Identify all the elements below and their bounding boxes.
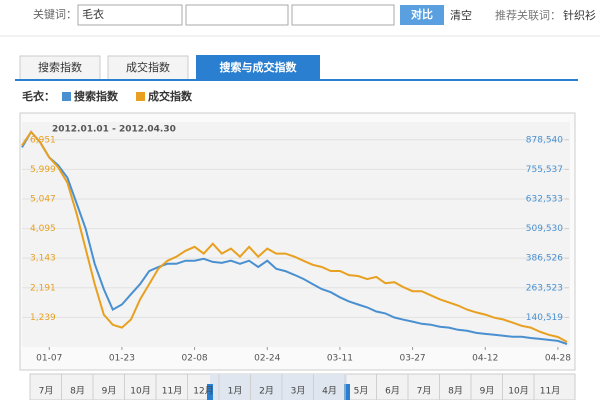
keyword-label: 关键词： xyxy=(33,7,77,21)
x-tick-label: 04-12 xyxy=(472,354,498,364)
timeline-handle[interactable] xyxy=(207,384,213,400)
x-tick-label: 03-11 xyxy=(327,354,353,364)
chart-subtitle: 2012.01.01 - 2012.04.30 xyxy=(52,125,176,135)
timeline-month: 9月 xyxy=(480,386,495,397)
timeline-month: 3月 xyxy=(291,386,306,397)
y-tick-label: 2,191 xyxy=(30,283,56,293)
y-tick-label: 6,951 xyxy=(30,135,56,145)
tab-active[interactable] xyxy=(196,55,320,80)
tab-text: 搜索与成交指数 xyxy=(220,60,298,74)
series-line xyxy=(21,130,568,345)
y2-tick-label: 263,523 xyxy=(526,283,563,293)
timeline-month: 11月 xyxy=(540,386,560,397)
keyword-text: 毛衣 xyxy=(82,7,104,21)
legend-title: 毛衣： xyxy=(22,89,55,103)
legend-label: 搜索指数 xyxy=(74,89,119,103)
y-tick-label: 5,999 xyxy=(30,165,56,175)
y2-tick-label: 386,526 xyxy=(526,254,563,264)
timeline-month: 5月 xyxy=(354,386,369,397)
timeline-month: 7月 xyxy=(417,386,432,397)
timeline-month: 2月 xyxy=(259,386,274,397)
timeline-month: 1月 xyxy=(228,386,243,397)
x-tick-label: 02-08 xyxy=(182,354,208,364)
y-tick-label: 1,239 xyxy=(30,313,56,323)
tab-text: 搜索指数 xyxy=(38,60,82,74)
keyword-input[interactable] xyxy=(77,4,183,26)
tab-text: 成交指数 xyxy=(126,60,170,74)
clear-link[interactable]: 清空 xyxy=(450,8,472,22)
timeline-month: 10月 xyxy=(508,386,528,397)
related-label: 推荐关联词： xyxy=(495,8,561,22)
timeline-month: 10月 xyxy=(130,386,150,397)
y-tick-label: 4,095 xyxy=(30,224,56,234)
x-tick-label: 01-07 xyxy=(36,354,62,364)
legend-swatch xyxy=(62,92,71,101)
y2-tick-label: 755,537 xyxy=(526,165,563,175)
timeline-month: 4月 xyxy=(322,386,337,397)
x-tick-label: 04-28 xyxy=(545,354,571,364)
keyword-input-2[interactable] xyxy=(185,4,289,26)
y-tick-label: 5,047 xyxy=(30,194,56,204)
tab[interactable] xyxy=(107,55,189,81)
timeline-month: 12月 xyxy=(193,386,213,397)
legend-label: 成交指数 xyxy=(148,89,193,103)
compare-button[interactable] xyxy=(400,5,444,25)
related-link[interactable]: 针织衫 xyxy=(563,8,596,22)
y2-tick-label: 509,530 xyxy=(526,224,563,234)
x-tick-label: 02-24 xyxy=(254,354,280,364)
keyword-input-3[interactable] xyxy=(291,4,395,26)
series-line xyxy=(21,130,568,343)
y-tick-label: 3,143 xyxy=(30,254,56,264)
y2-tick-label: 632,533 xyxy=(526,194,563,204)
timeline-month: 9月 xyxy=(102,386,117,397)
y2-tick-label: 878,540 xyxy=(526,135,563,145)
timeline-month: 8月 xyxy=(70,386,85,397)
timeline-month: 6月 xyxy=(385,386,400,397)
compare-button-text: 对比 xyxy=(411,7,433,21)
x-tick-label: 01-23 xyxy=(109,354,135,364)
timeline-month: 7月 xyxy=(39,386,54,397)
timeline-month: 8月 xyxy=(448,386,463,397)
y2-tick-label: 140,519 xyxy=(526,313,563,323)
timeline-month: 11月 xyxy=(162,386,182,397)
x-tick-label: 03-27 xyxy=(400,354,426,364)
legend-swatch xyxy=(136,92,145,101)
timeline-handle[interactable] xyxy=(344,384,350,400)
timeline-selection[interactable] xyxy=(210,374,347,400)
